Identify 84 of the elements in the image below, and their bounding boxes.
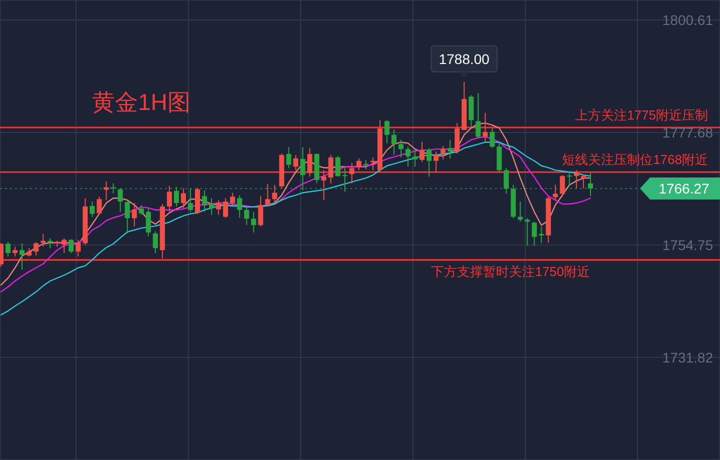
candlestick (321, 170, 326, 201)
candlestick (349, 162, 354, 184)
candlestick (265, 183, 270, 207)
candlestick (272, 184, 278, 204)
candlestick (524, 218, 530, 246)
candlestick (166, 185, 172, 212)
candlestick (251, 211, 256, 233)
candlestick (580, 174, 586, 189)
candlestick (40, 233, 46, 248)
candlestick (328, 154, 334, 184)
candlestick (490, 128, 495, 149)
candlestick (412, 150, 418, 168)
candlestick (335, 155, 340, 178)
ref-line-label: 上方关注1775附近压制 (575, 108, 708, 123)
candlestick (12, 246, 18, 257)
candlestick (560, 174, 565, 198)
candlestick (216, 200, 222, 216)
candlestick (62, 238, 67, 254)
candlestick (76, 239, 81, 257)
candlestick (440, 146, 446, 160)
y-tick-label: 1800.61 (662, 12, 714, 28)
annotation: 1788.00 (438, 50, 490, 67)
candlestick (286, 146, 292, 169)
candlestick (398, 139, 404, 158)
candlestick (356, 158, 362, 171)
candlestick (180, 188, 186, 208)
tooltip: 1788.00 (430, 45, 498, 78)
candlestick (68, 238, 74, 254)
candlestick (363, 159, 368, 170)
candlestick (34, 242, 39, 256)
y-tick-label: 1777.68 (662, 124, 714, 141)
candlestick (482, 112, 488, 142)
candlestick (258, 196, 264, 228)
candlestick (237, 194, 242, 218)
candlestick (476, 92, 481, 139)
candlestick (110, 182, 116, 194)
candlestick (454, 122, 460, 154)
candlestick (552, 184, 558, 201)
ref-line-label: 短线关注压制位1768附近 (562, 152, 708, 168)
candlestick (384, 120, 390, 144)
candlestick (293, 154, 298, 171)
candlestick (188, 188, 193, 212)
candlestick (202, 190, 208, 212)
candlestick (300, 146, 306, 191)
candlestick (96, 196, 102, 216)
candlestick (124, 201, 130, 234)
candlestick (132, 202, 137, 228)
candlestick (588, 172, 593, 197)
candlestick (104, 180, 109, 201)
candlestick (504, 168, 509, 194)
candlestick (244, 206, 250, 226)
candlestick (574, 170, 579, 189)
y-tick-label: 1731.82 (662, 349, 714, 366)
candlestick (496, 142, 502, 172)
candlestick (223, 198, 228, 218)
candlestick (468, 94, 474, 128)
candlestick (434, 151, 439, 172)
candlestick (5, 241, 11, 257)
y-tick-label: 1754.75 (662, 236, 714, 253)
candlestick (532, 221, 537, 246)
candlestick (448, 139, 453, 159)
candlestick (146, 208, 151, 237)
text: 黄金1H图 (92, 89, 190, 115)
ref-line-label: 1766.27 (658, 180, 710, 196)
candlestick (138, 204, 144, 216)
ref-line-label: 下方支撑暂时关注1750附近 (431, 264, 590, 279)
candlestick (566, 172, 572, 186)
candlestick (118, 188, 123, 212)
candlestick (152, 230, 158, 254)
candlestick (194, 187, 200, 214)
candlestick (174, 186, 179, 207)
candlestick (307, 148, 312, 178)
candlestick (90, 201, 95, 218)
candlestick (405, 146, 411, 168)
candlestick (342, 166, 348, 192)
candlestick (209, 198, 214, 216)
candlestick (230, 192, 236, 206)
candlestick (391, 128, 397, 156)
candlestick (420, 141, 425, 162)
candlestick (48, 238, 53, 249)
candlestick (20, 242, 25, 270)
candlestick (426, 148, 432, 178)
candlestick (370, 156, 376, 171)
candlestick (538, 226, 544, 244)
